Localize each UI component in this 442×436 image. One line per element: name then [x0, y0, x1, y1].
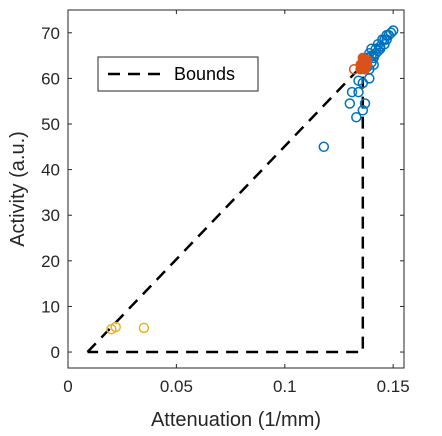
data-point	[318, 141, 330, 153]
bounds-line	[86, 70, 365, 354]
data-point	[138, 322, 150, 334]
y-tick-label: 50	[41, 115, 60, 134]
bounds-layer	[86, 70, 365, 354]
x-tick-label: 0	[63, 377, 72, 396]
data-point	[364, 73, 375, 84]
data-point	[348, 64, 360, 75]
data-point	[357, 105, 369, 116]
y-tick-label: 20	[41, 252, 60, 271]
legend-label-bounds: Bounds	[174, 64, 235, 84]
data-point	[366, 43, 377, 55]
y-tick-label: 60	[41, 69, 60, 88]
y-tick-label: 0	[51, 343, 60, 362]
y-axis-label: Activity (a.u.)	[7, 131, 29, 247]
y-tick-label: 40	[41, 161, 60, 180]
legend-box	[97, 56, 259, 92]
y-tick-label: 10	[41, 297, 60, 316]
data-point	[359, 57, 371, 68]
data-point	[387, 25, 399, 36]
data-point	[359, 98, 371, 109]
legend: Bounds	[97, 56, 259, 92]
x-tick-label: 0.15	[377, 377, 410, 396]
y-tick-label: 70	[41, 24, 60, 43]
y-tick-label: 30	[41, 206, 60, 225]
data-point	[381, 34, 392, 45]
x-axis-label: Attenuation (1/mm)	[151, 409, 321, 431]
data-point	[344, 98, 356, 109]
points-layer	[106, 25, 399, 335]
ticks-layer: 0 0.05 0.1 0.15 0 10 20 30 40 50 60 70	[41, 10, 410, 396]
data-point	[346, 86, 358, 98]
x-tick-label: 0.1	[273, 377, 297, 396]
data-point	[351, 111, 362, 123]
plot-frame	[67, 9, 405, 369]
x-tick-label: 0.05	[160, 377, 193, 396]
data-point	[353, 75, 364, 86]
data-point	[110, 321, 121, 333]
data-point	[353, 86, 364, 98]
